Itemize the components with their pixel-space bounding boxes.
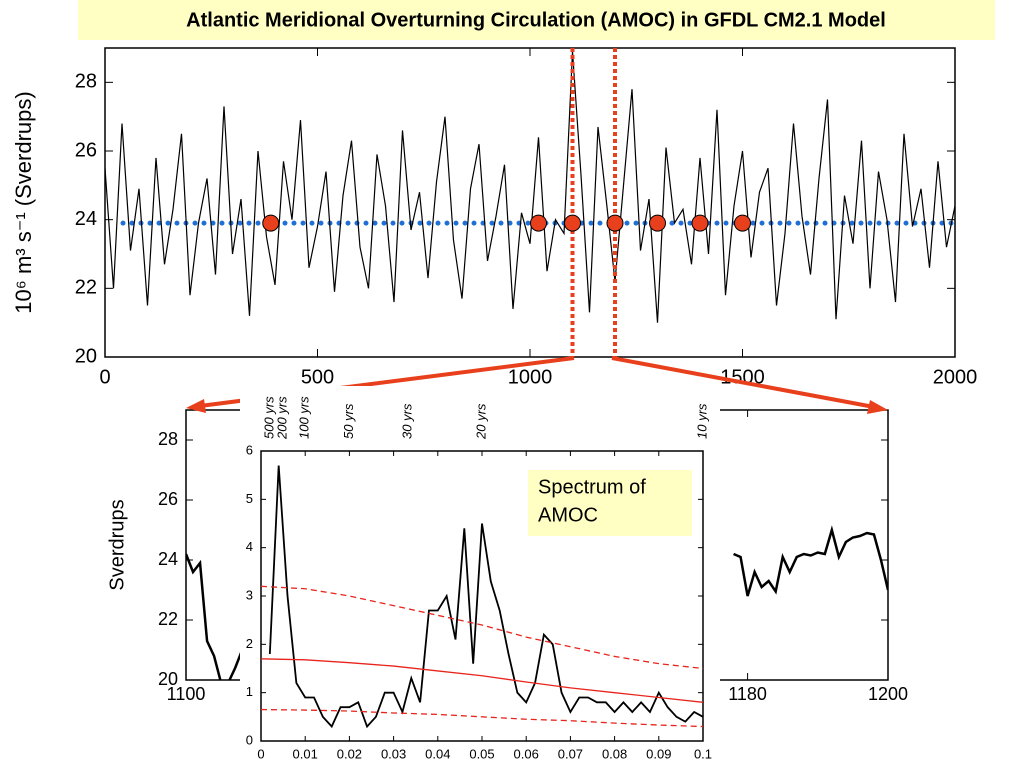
annotation-box (528, 470, 692, 536)
period-label: 30 yrs (400, 403, 415, 439)
x-tick-label: 500 (301, 366, 334, 388)
annotation: AMOC (538, 504, 598, 526)
data-line (186, 553, 244, 680)
event-marker (530, 214, 547, 232)
y-tick-label: 20 (158, 669, 178, 689)
x-tick-label: 0.04 (425, 746, 450, 761)
y-tick-label: 20 (75, 345, 97, 367)
y-tick-label: 28 (158, 429, 178, 449)
x-tick-label: 0 (99, 366, 110, 388)
x-tick-label: 0.06 (514, 746, 539, 761)
y-tick-label: 26 (75, 139, 97, 161)
x-tick-label: 2000 (933, 366, 978, 388)
data-line (261, 708, 703, 728)
event-marker (691, 214, 709, 232)
x-tick-label: 1000 (508, 366, 553, 388)
event-marker (262, 214, 280, 232)
y-tick-label: 2 (246, 636, 253, 651)
chart-title: Atlantic Meridional Overturning Circulat… (186, 9, 886, 31)
period-label: 20 yrs (473, 403, 488, 440)
x-tick-label: 0.01 (293, 746, 318, 761)
y-axis-label: 10⁶ m³ s⁻¹ (Sverdrups) (11, 91, 36, 313)
data-line (261, 585, 703, 670)
y-tick-label: 24 (75, 208, 97, 230)
title-box (78, 0, 995, 40)
event-marker (564, 214, 581, 232)
x-tick-label: 0.07 (558, 746, 583, 761)
data-line (105, 51, 955, 323)
y-tick-label: 22 (158, 609, 178, 629)
arrow-head (186, 399, 206, 413)
y-tick-label: 26 (158, 489, 178, 509)
event-marker (606, 214, 624, 232)
y-axis-label: Sverdrups (106, 499, 128, 590)
arrow-head (867, 400, 888, 414)
x-tick-label: 1100 (167, 684, 206, 704)
y-tick-label: 6 (246, 442, 253, 457)
y-tick-label: 0 (246, 732, 253, 747)
y-tick-label: 24 (158, 549, 178, 569)
annotation: Spectrum of (538, 476, 646, 498)
x-tick-label: 0.08 (602, 746, 627, 761)
period-label: 100 yrs (297, 396, 312, 439)
period-label: 500 yrs (261, 396, 276, 439)
period-label: 200 yrs (275, 396, 290, 440)
data-line (733, 525, 888, 597)
arrow-line (611, 356, 875, 409)
x-tick-label: 0.09 (646, 746, 671, 761)
x-tick-label: 0.02 (337, 746, 362, 761)
y-tick-label: 3 (246, 587, 253, 602)
x-tick-label: 1180 (728, 684, 767, 704)
spectrum-chart: 0 1 2 3 4 5 6 0 0.01 0.02 0.03 0.04 0.05 0.06 0.07 0.08… (246, 396, 712, 762)
y-tick-label: 4 (246, 539, 253, 554)
data-line (261, 658, 703, 703)
data-line (268, 465, 703, 729)
y-tick-label: 28 (75, 71, 97, 93)
x-tick-label: 0 (257, 746, 264, 761)
y-tick-label: 1 (246, 684, 253, 699)
y-tick-label: 5 (246, 491, 253, 506)
x-tick-label: 0.05 (469, 746, 494, 761)
event-marker (649, 214, 666, 232)
y-tick-label: 22 (75, 277, 97, 299)
x-tick-label: 0.03 (381, 746, 406, 761)
period-label: 50 yrs (341, 403, 356, 439)
plot-frame (104, 47, 956, 358)
x-tick-label: 1200 (868, 684, 908, 704)
x-tick-label: 0.1 (694, 746, 712, 761)
period-label: 10 yrs (694, 403, 709, 439)
event-marker (734, 214, 751, 232)
